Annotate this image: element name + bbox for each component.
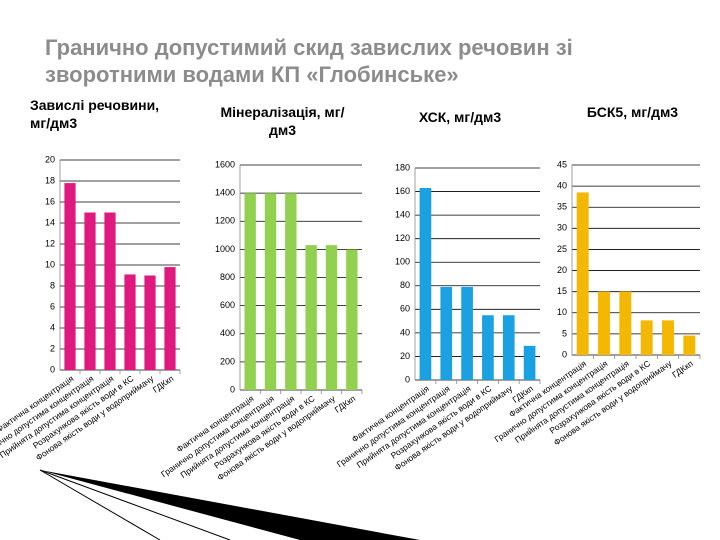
x-tick-label: ГДКкп (333, 393, 358, 415)
y-tick-label: 1000 (215, 244, 235, 254)
y-tick-label: 140 (395, 209, 410, 219)
chart-title: Мінералізація, мг/дм3 (220, 104, 345, 138)
bar (124, 274, 136, 370)
slide-title: Гранично допустимий скид завислих речови… (45, 35, 573, 87)
y-tick-label: 180 (395, 162, 410, 172)
y-tick-label: 25 (557, 244, 567, 254)
y-tick-label: 4 (50, 322, 55, 332)
y-tick-label: 400 (220, 328, 235, 338)
bar (104, 212, 116, 370)
bar (419, 188, 432, 380)
x-tick-label: ГДКкп (151, 373, 176, 395)
y-tick-label: 60 (400, 304, 410, 314)
bar (285, 193, 297, 390)
bar (64, 183, 76, 370)
bar (576, 192, 589, 355)
chart-title: БСК5, мг/дм3 (586, 104, 679, 120)
y-tick-label: 80 (400, 280, 410, 290)
y-tick-label: 20 (557, 265, 567, 275)
bar (440, 286, 453, 380)
y-tick-label: 600 (220, 300, 235, 310)
y-tick-label: 800 (220, 272, 235, 282)
bar (164, 267, 176, 370)
y-tick-label: 0 (405, 374, 410, 384)
bar (325, 245, 338, 390)
bar (84, 212, 96, 370)
chart-title: ХСК, мг/дм3 (418, 109, 502, 125)
y-tick-label: 10 (557, 307, 567, 317)
y-tick-label: 35 (557, 202, 567, 212)
bar (144, 275, 156, 370)
decor-line (39, 469, 231, 540)
y-tick-label: 10 (45, 259, 55, 269)
y-tick-label: 12 (45, 238, 55, 248)
bar (523, 345, 536, 380)
y-tick-label: 16 (45, 196, 55, 206)
y-tick-label: 1600 (215, 159, 235, 169)
bar (598, 291, 610, 355)
y-tick-label: 45 (557, 159, 567, 169)
bar (662, 320, 674, 355)
bar (305, 245, 317, 390)
y-tick-label: 30 (557, 223, 567, 233)
bar (244, 193, 256, 390)
y-tick-label: 1200 (215, 216, 235, 226)
y-tick-label: 14 (45, 217, 55, 227)
x-tick-label: ГДКкп (670, 358, 695, 380)
bar (640, 320, 653, 355)
y-tick-label: 15 (557, 286, 567, 296)
bar (346, 249, 358, 390)
y-tick-label: 40 (400, 327, 410, 337)
y-tick-label: 100 (395, 257, 410, 267)
y-tick-label: 18 (45, 175, 55, 185)
bar (502, 315, 515, 380)
decor-wedge (40, 470, 420, 540)
y-tick-label: 20 (400, 351, 410, 361)
bar (619, 291, 632, 355)
bar (461, 286, 473, 380)
y-tick-label: 120 (395, 233, 410, 243)
y-tick-label: 160 (395, 186, 410, 196)
decor-line (39, 469, 161, 540)
chart-title: Завислі речовини, мг/дм3 (30, 97, 160, 131)
y-tick-label: 8 (50, 280, 55, 290)
bar (482, 315, 494, 380)
y-tick-label: 40 (557, 180, 567, 190)
y-tick-label: 5 (562, 328, 567, 338)
bar (683, 335, 696, 355)
y-tick-label: 0 (562, 349, 567, 359)
y-tick-label: 0 (230, 384, 235, 394)
y-tick-label: 2 (50, 343, 55, 353)
y-tick-label: 6 (50, 301, 55, 311)
y-tick-label: 0 (50, 364, 55, 374)
y-tick-label: 200 (220, 356, 235, 366)
y-tick-label: 20 (45, 154, 55, 164)
y-tick-label: 1400 (215, 188, 235, 198)
bar (264, 193, 277, 390)
